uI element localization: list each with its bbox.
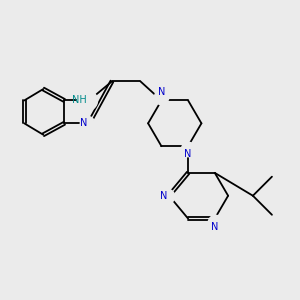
Text: N: N (158, 87, 165, 98)
Text: N: N (211, 222, 218, 232)
Text: N: N (184, 149, 192, 159)
Text: N: N (160, 191, 167, 201)
Text: N: N (80, 118, 87, 128)
Text: NH: NH (72, 95, 87, 106)
